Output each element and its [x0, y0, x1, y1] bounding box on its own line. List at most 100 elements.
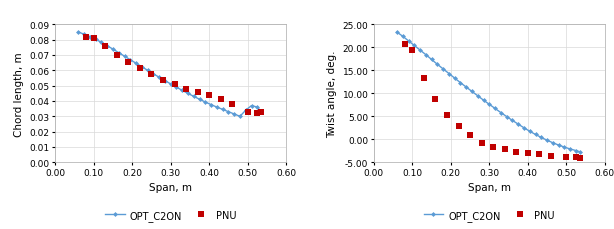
OPT_C2ON	[509, 120, 516, 122]
PNU	[159, 79, 166, 82]
PNU	[443, 114, 451, 117]
PNU	[489, 146, 497, 148]
OPT_C2ON	[242, 109, 249, 112]
PNU	[572, 156, 580, 159]
PNU	[228, 103, 236, 106]
OPT_C2ON	[491, 108, 499, 110]
OPT_C2ON	[515, 123, 522, 126]
OPT_C2ON	[201, 101, 209, 104]
PNU	[501, 148, 508, 151]
PNU	[194, 91, 201, 94]
PNU	[547, 155, 554, 157]
OPT_C2ON	[167, 83, 174, 86]
OPT_C2ON	[445, 73, 453, 76]
OPT_C2ON	[486, 104, 493, 106]
PNU	[113, 54, 120, 57]
PNU	[182, 88, 190, 91]
PNU	[409, 49, 416, 52]
PNU	[136, 67, 144, 70]
OPT_C2ON	[399, 36, 406, 38]
PNU	[217, 98, 225, 101]
PNU	[257, 111, 265, 114]
Y-axis label: Chord length, m: Chord length, m	[14, 52, 24, 136]
OPT_C2ON	[497, 112, 505, 114]
OPT_C2ON	[394, 32, 401, 34]
OPT_C2ON	[104, 45, 111, 48]
OPT_C2ON	[173, 86, 180, 89]
OPT_C2ON	[208, 104, 215, 106]
PNU	[82, 36, 90, 39]
OPT_C2ON	[86, 36, 93, 39]
OPT_C2ON	[80, 34, 88, 36]
OPT_C2ON	[196, 98, 203, 101]
PNU	[576, 157, 583, 159]
OPT_C2ON	[161, 80, 169, 83]
OPT_C2ON	[236, 115, 244, 118]
OPT_C2ON	[468, 91, 476, 93]
OPT_C2ON	[526, 130, 534, 133]
PNU	[171, 83, 178, 86]
OPT_C2ON	[115, 52, 122, 55]
PNU	[455, 125, 462, 127]
PNU	[148, 74, 155, 76]
PNU	[478, 142, 485, 144]
OPT_C2ON	[555, 144, 562, 147]
OPT_C2ON	[561, 146, 568, 149]
OPT_C2ON	[532, 134, 539, 136]
OPT_C2ON	[121, 56, 128, 58]
OPT_C2ON	[219, 109, 227, 111]
OPT_C2ON	[572, 150, 580, 152]
PNU	[125, 62, 132, 64]
PNU	[513, 151, 520, 153]
OPT_C2ON	[179, 90, 186, 92]
PNU	[401, 43, 408, 46]
OPT_C2ON	[457, 82, 464, 85]
OPT_C2ON	[416, 49, 424, 52]
PNU	[467, 134, 474, 136]
OPT_C2ON	[543, 139, 551, 142]
Line: OPT_C2ON: OPT_C2ON	[77, 31, 263, 119]
OPT_C2ON	[520, 127, 527, 130]
OPT_C2ON	[248, 105, 255, 107]
PNU	[206, 94, 213, 97]
OPT_C2ON	[411, 45, 418, 48]
OPT_C2ON	[549, 142, 556, 144]
OPT_C2ON	[184, 93, 192, 95]
OPT_C2ON	[126, 59, 134, 62]
Legend: OPT_C2ON, PNU: OPT_C2ON, PNU	[101, 206, 240, 224]
Line: PNU: PNU	[83, 34, 264, 117]
PNU	[101, 46, 109, 48]
X-axis label: Span, m: Span, m	[468, 183, 511, 193]
OPT_C2ON	[75, 31, 82, 34]
OPT_C2ON	[480, 99, 488, 102]
OPT_C2ON	[213, 106, 220, 109]
PNU	[524, 152, 532, 155]
PNU	[90, 38, 98, 41]
PNU	[535, 153, 543, 156]
OPT_C2ON	[503, 116, 510, 118]
OPT_C2ON	[150, 73, 157, 76]
OPT_C2ON	[230, 113, 238, 116]
OPT_C2ON	[428, 59, 435, 62]
OPT_C2ON	[138, 66, 146, 69]
OPT_C2ON	[254, 106, 261, 109]
OPT_C2ON	[451, 77, 459, 80]
PNU	[420, 77, 427, 80]
PNU	[562, 156, 570, 158]
X-axis label: Span, m: Span, m	[149, 183, 192, 193]
OPT_C2ON	[440, 68, 447, 71]
OPT_C2ON	[225, 111, 232, 114]
Line: PNU: PNU	[402, 41, 583, 161]
OPT_C2ON	[109, 49, 117, 51]
OPT_C2ON	[92, 39, 99, 41]
OPT_C2ON	[576, 151, 583, 153]
Legend: OPT_C2ON, PNU: OPT_C2ON, PNU	[420, 206, 559, 224]
PNU	[254, 112, 261, 115]
OPT_C2ON	[422, 54, 430, 57]
OPT_C2ON	[462, 86, 470, 89]
OPT_C2ON	[567, 148, 574, 151]
PNU	[244, 111, 251, 114]
OPT_C2ON	[144, 70, 151, 72]
Line: OPT_C2ON: OPT_C2ON	[395, 31, 581, 154]
OPT_C2ON	[133, 63, 140, 65]
